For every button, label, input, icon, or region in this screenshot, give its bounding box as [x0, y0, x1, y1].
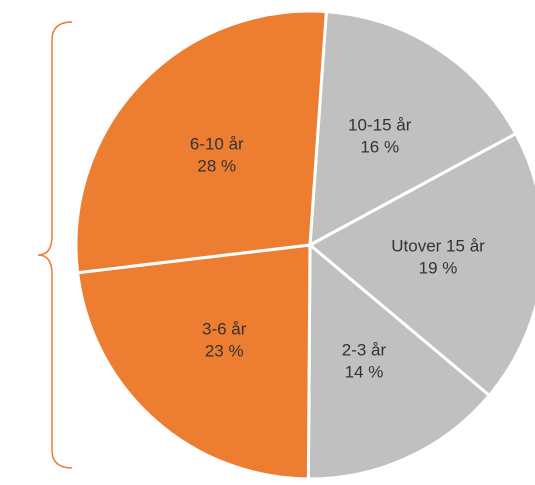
pie-slice — [308, 9, 518, 248]
brace — [37, 21, 73, 469]
slice-value-label: 16 % — [360, 137, 399, 156]
pie-slice — [75, 243, 312, 481]
pie-slice — [307, 131, 535, 398]
pie-slice — [74, 9, 328, 275]
slice-label: 10-15 år — [348, 115, 412, 134]
slice-label: 3-6 år — [202, 319, 247, 338]
slice-value-label: 14 % — [345, 362, 384, 381]
slice-label: Utover 15 år — [391, 236, 485, 255]
slice-label: 6-10 år — [190, 135, 244, 154]
slice-value-label: 23 % — [205, 341, 244, 360]
pie-slice — [306, 241, 492, 481]
slice-value-label: 28 % — [197, 157, 236, 176]
slice-label: 2-3 år — [342, 340, 387, 359]
slice-value-label: 19 % — [419, 258, 458, 277]
